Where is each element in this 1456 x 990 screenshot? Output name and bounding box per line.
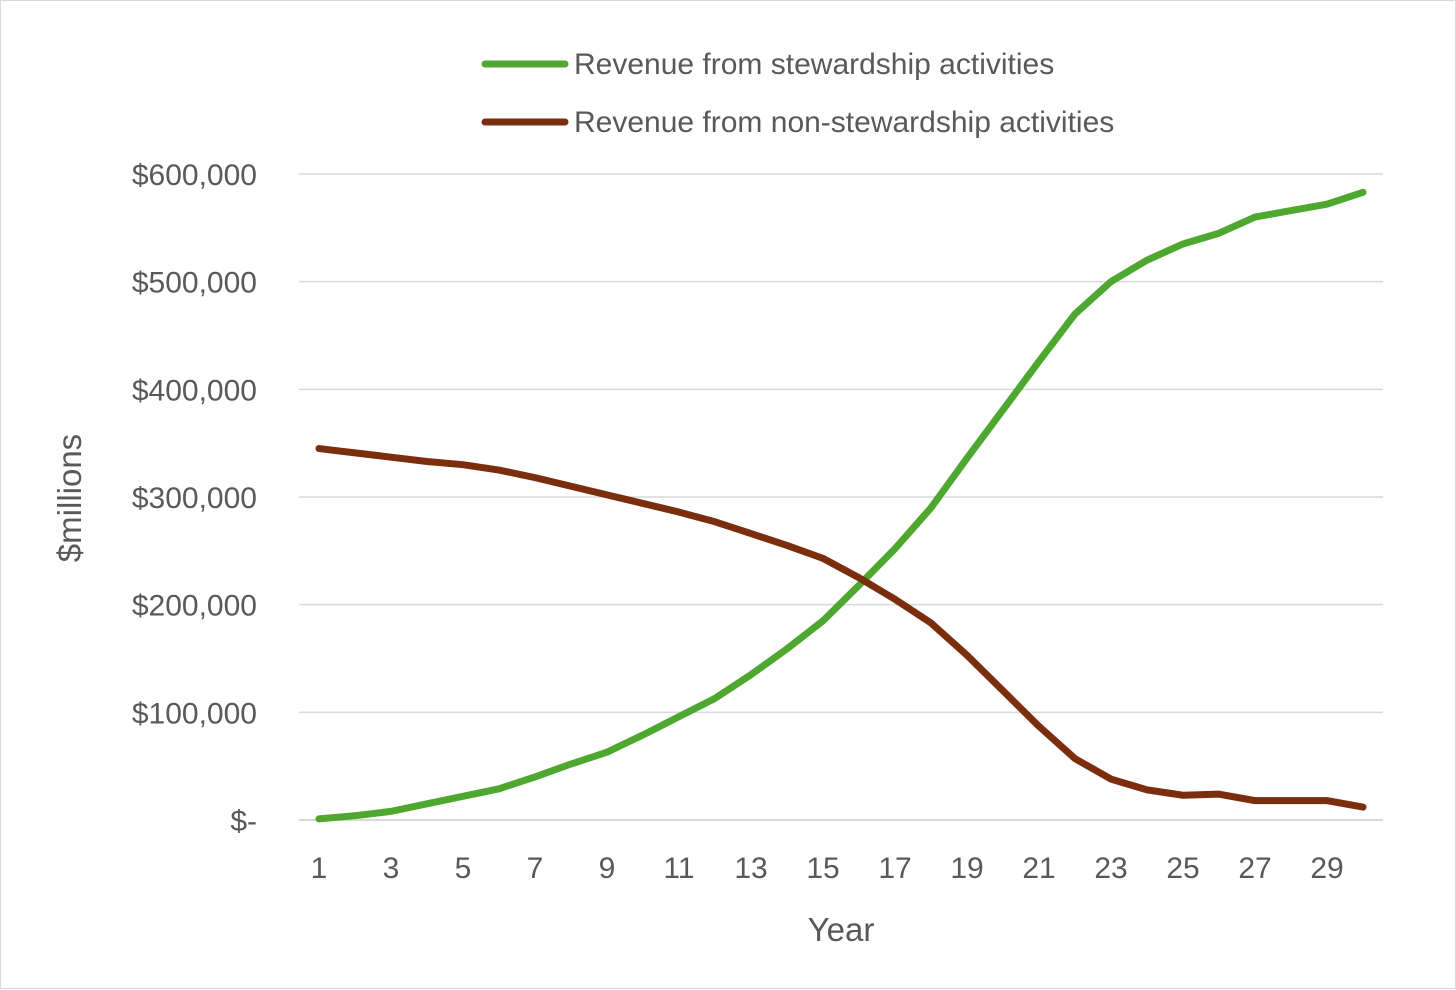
series-line-non-stewardship <box>315 445 1367 811</box>
x-tick-label: 27 <box>1238 852 1271 885</box>
x-tick-label: 5 <box>455 852 472 885</box>
y-tick-label: $- <box>230 805 257 838</box>
x-tick-label: 21 <box>1022 852 1055 885</box>
legend-label: Revenue from stewardship activities <box>574 48 1054 81</box>
y-axis-tick-labels: $- $100,000 $200,000 $300,000 $400,000 $500,0… <box>132 159 257 838</box>
legend-label: Revenue from non-stewardship activities <box>574 106 1114 139</box>
x-tick-label: 15 <box>806 852 839 885</box>
x-tick-label: 25 <box>1166 852 1199 885</box>
y-tick-label: $600,000 <box>132 159 257 192</box>
x-tick-label: 7 <box>527 852 544 885</box>
y-axis-title: $millions <box>51 434 88 562</box>
x-tick-label: 11 <box>663 852 694 885</box>
x-tick-label: 17 <box>878 852 911 885</box>
x-tick-label: 1 <box>311 852 328 885</box>
gridlines <box>299 173 1383 821</box>
series-line-stewardship <box>315 188 1367 823</box>
y-tick-label: $300,000 <box>132 482 257 515</box>
x-tick-label: 13 <box>734 852 767 885</box>
x-tick-label: 9 <box>599 852 616 885</box>
x-tick-label: 3 <box>383 852 400 885</box>
x-axis-title: Year <box>808 911 875 948</box>
y-tick-label: $400,000 <box>132 374 257 407</box>
x-axis-tick-labels: 1 3 5 7 9 11 13 15 17 19 21 23 25 27 29 <box>311 852 1344 885</box>
x-tick-label: 29 <box>1310 852 1343 885</box>
x-tick-label: 19 <box>950 852 983 885</box>
legend: Revenue from stewardship activities Reven… <box>481 48 1114 139</box>
series-lines <box>315 188 1367 823</box>
y-tick-label: $100,000 <box>132 697 257 730</box>
y-tick-label: $500,000 <box>132 267 257 300</box>
y-tick-label: $200,000 <box>132 590 257 623</box>
x-tick-label: 23 <box>1094 852 1127 885</box>
